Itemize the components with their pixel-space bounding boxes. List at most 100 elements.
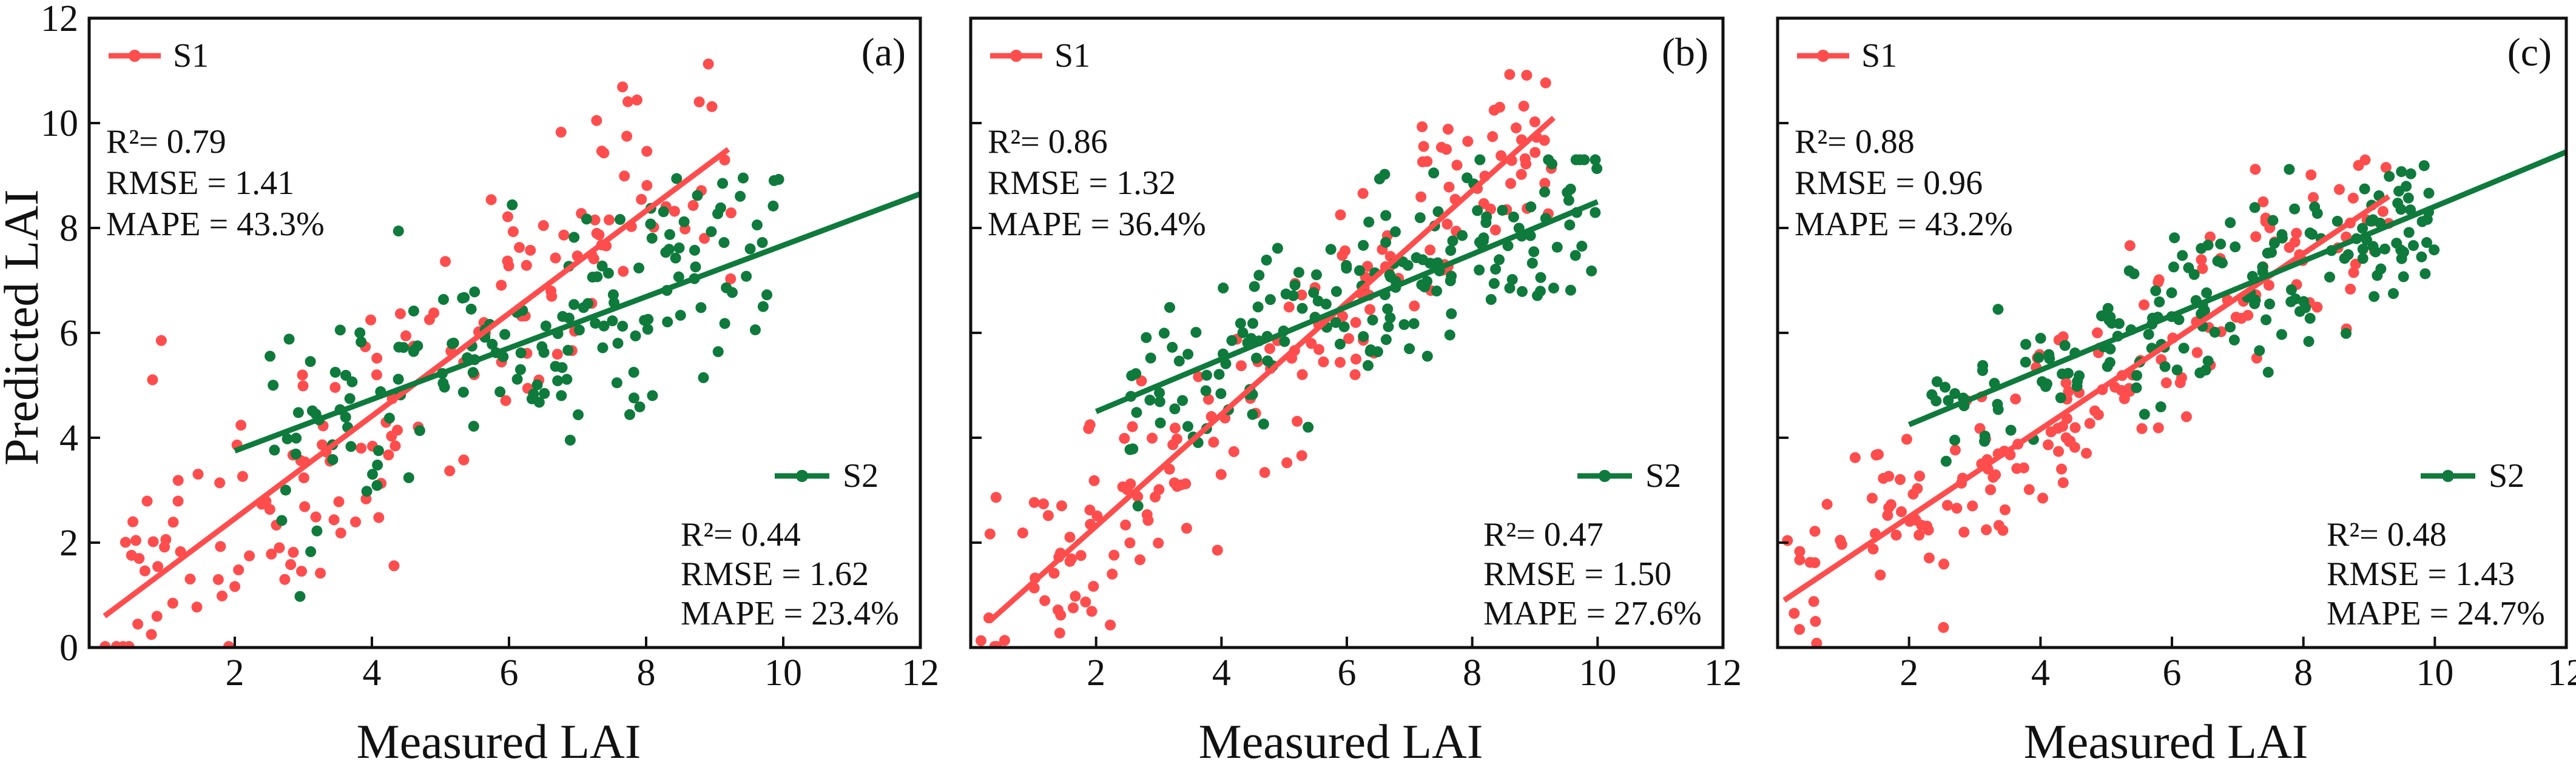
point-s1 — [315, 567, 326, 579]
point-s1 — [235, 420, 247, 431]
x-tick-label: 4 — [2031, 652, 2050, 694]
y-tick-label: 0 — [59, 628, 78, 669]
point-s1 — [500, 395, 511, 406]
point-s2 — [1262, 355, 1273, 367]
point-s2 — [1379, 169, 1391, 180]
point-s1 — [1171, 434, 1182, 445]
point-s1 — [2257, 196, 2269, 207]
legend-s1-label: S1 — [1054, 37, 1090, 75]
point-s2 — [1428, 167, 1440, 179]
point-s2 — [633, 263, 645, 274]
point-s2 — [2171, 364, 2183, 376]
point-s1 — [975, 635, 986, 646]
point-s1 — [1811, 637, 1822, 648]
point-s2 — [1445, 275, 1456, 287]
point-s2 — [2421, 237, 2433, 249]
point-s2 — [647, 390, 658, 401]
point-s2 — [438, 293, 450, 305]
point-s1 — [1441, 144, 1452, 155]
point-s2 — [552, 375, 564, 387]
point-s2 — [1979, 430, 1991, 442]
point-s1 — [212, 574, 224, 585]
point-s1 — [502, 211, 513, 223]
point-s1 — [1540, 77, 1551, 89]
point-s1 — [1890, 529, 1902, 541]
point-s1 — [2242, 310, 2254, 321]
point-s2 — [670, 252, 681, 264]
point-s2 — [1247, 409, 1258, 420]
point-s2 — [2020, 338, 2032, 350]
point-s2 — [2339, 253, 2350, 264]
point-s1 — [555, 126, 567, 138]
point-s2 — [751, 219, 763, 231]
point-s2 — [1490, 263, 1502, 275]
point-s1 — [604, 214, 615, 226]
point-s2 — [581, 213, 592, 225]
point-s2 — [1432, 206, 1444, 218]
point-s1 — [591, 115, 602, 126]
point-s1 — [2204, 231, 2216, 243]
point-s2 — [2131, 382, 2142, 393]
point-s1 — [2263, 280, 2274, 291]
point-s1 — [1883, 470, 1895, 482]
point-s2 — [2062, 367, 2074, 379]
point-s1 — [2333, 184, 2345, 195]
point-s1 — [127, 516, 139, 527]
point-s1 — [1052, 604, 1064, 616]
point-s1 — [191, 601, 203, 613]
point-s1 — [297, 369, 308, 381]
point-s2 — [645, 218, 656, 230]
legend-s2-marker — [1599, 470, 1611, 482]
point-s1 — [1462, 136, 1474, 147]
point-s2 — [2357, 244, 2369, 255]
point-s1 — [298, 472, 309, 484]
legend-s2-marker — [2442, 470, 2454, 482]
point-s2 — [1576, 241, 1588, 252]
point-s2 — [2044, 353, 2055, 364]
point-s2 — [663, 244, 675, 255]
point-s2 — [305, 546, 317, 557]
point-s2 — [573, 409, 584, 421]
point-s2 — [1384, 269, 1395, 281]
point-s1 — [1056, 500, 1067, 512]
point-s2 — [1190, 327, 1202, 338]
x-tick-label: 6 — [500, 652, 519, 694]
point-s2 — [2264, 298, 2275, 310]
point-s2 — [1494, 254, 1505, 266]
point-s2 — [2159, 361, 2171, 372]
point-s2 — [1154, 387, 1165, 398]
point-s2 — [531, 379, 543, 390]
legend-s1: S1 — [990, 37, 1090, 75]
point-s1 — [621, 130, 633, 142]
point-s1 — [1914, 470, 1926, 482]
point-s2 — [2168, 261, 2179, 273]
point-s1 — [2305, 169, 2317, 181]
point-s1 — [1105, 619, 1116, 631]
point-s1 — [703, 58, 714, 70]
point-s2 — [1264, 294, 1276, 306]
x-axis-title: Measured LAI — [1199, 715, 1483, 769]
point-s2 — [712, 346, 724, 358]
point-s2 — [1579, 154, 1590, 166]
point-s2 — [2367, 241, 2379, 252]
point-s2 — [1289, 280, 1301, 291]
point-s2 — [564, 434, 576, 446]
point-s1 — [1068, 602, 1079, 614]
x-tick-label: 8 — [637, 652, 656, 694]
point-s1 — [1080, 596, 1091, 608]
point-s2 — [1488, 278, 1500, 289]
point-s1 — [2380, 162, 2392, 173]
point-s1 — [2291, 227, 2302, 239]
point-s1 — [152, 561, 164, 572]
point-s2 — [1249, 281, 1260, 292]
point-s1 — [1518, 101, 1529, 112]
point-s2 — [628, 392, 639, 404]
point-s2 — [2228, 334, 2240, 346]
legend-s1-marker — [1817, 50, 1829, 62]
point-s2 — [282, 433, 293, 444]
point-s2 — [2209, 326, 2220, 338]
x-tick-label: 12 — [2547, 652, 2576, 694]
point-s1 — [693, 96, 705, 108]
point-s2 — [561, 373, 573, 385]
point-s2 — [1218, 283, 1229, 294]
